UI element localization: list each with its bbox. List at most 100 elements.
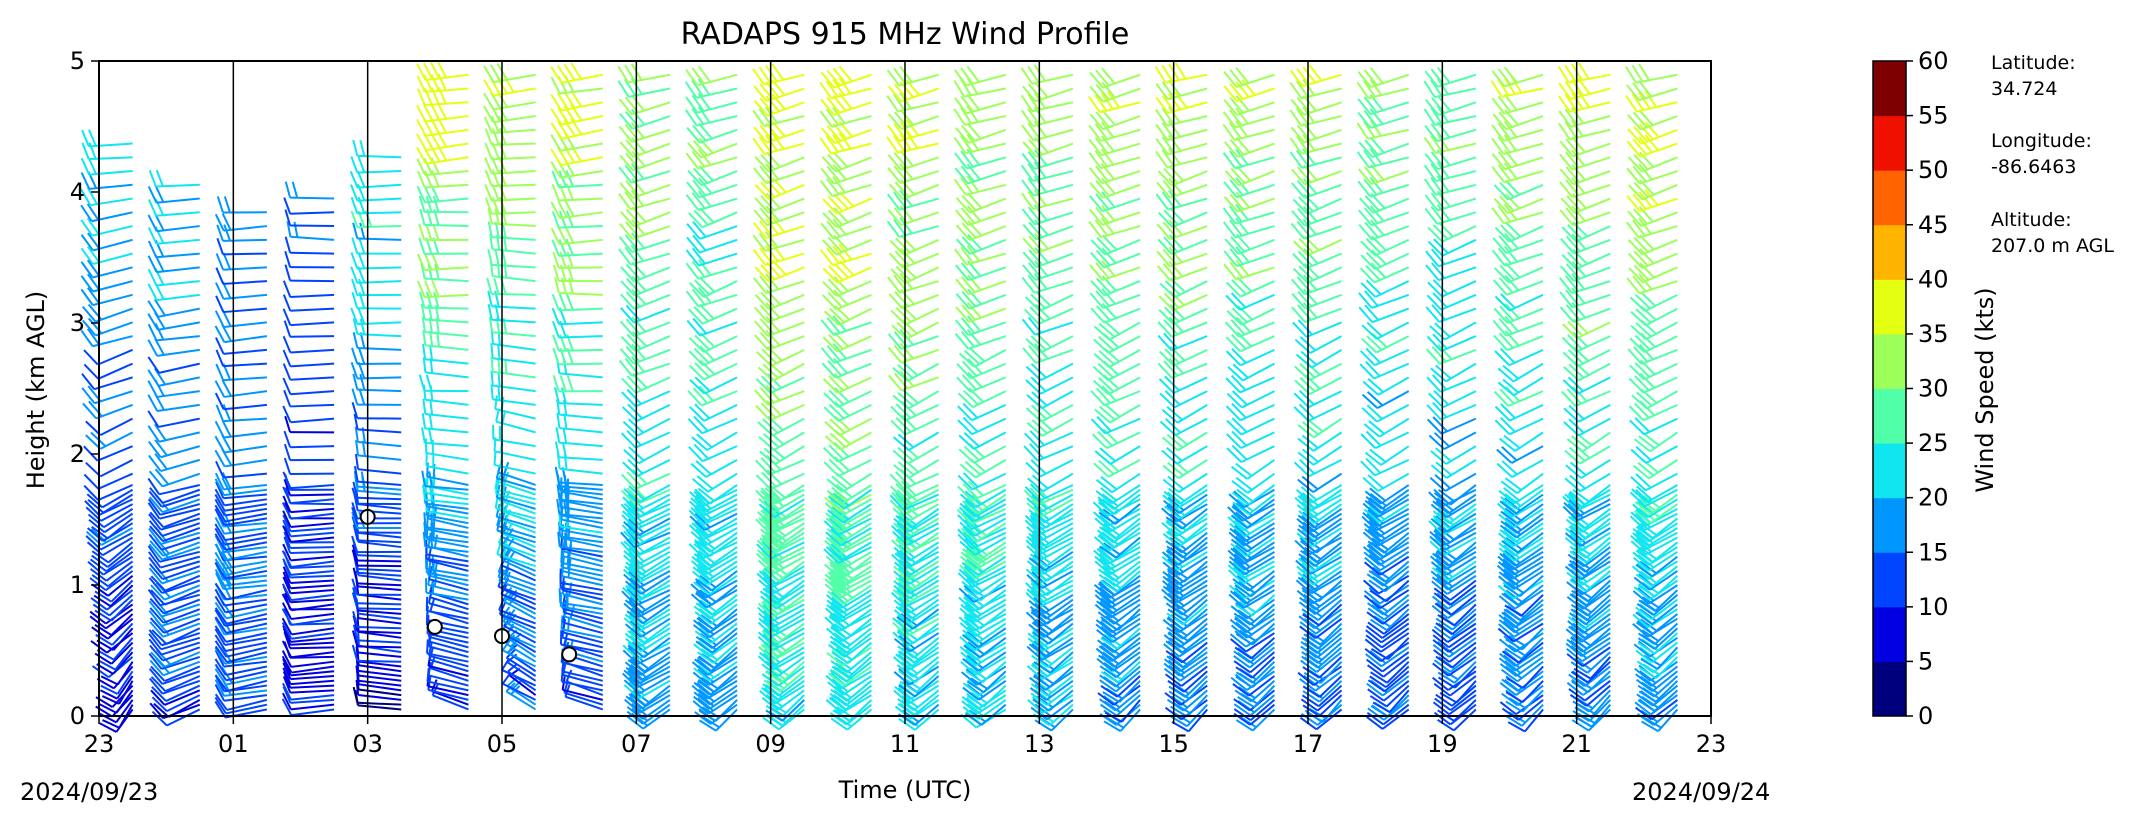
wind-barb-staff <box>424 441 469 448</box>
wind-barb-flag <box>430 74 440 92</box>
wind-barb <box>282 280 335 298</box>
wind-barb-staff <box>156 335 200 342</box>
wind-barb <box>151 684 201 702</box>
wind-barb-staff <box>357 280 402 284</box>
wind-barb-flag <box>497 344 501 360</box>
wind-barb-staff <box>290 522 335 529</box>
wind-barb-flag <box>281 640 292 658</box>
wind-barb-staff <box>290 224 335 228</box>
wind-barb-flag <box>214 551 226 570</box>
wind-barb-staff <box>357 183 402 189</box>
wind-barb <box>554 387 603 406</box>
wind-barb-staff <box>112 627 134 651</box>
wind-barb <box>1094 403 1141 424</box>
wind-barb <box>282 495 335 514</box>
wind-barb-staff <box>425 545 469 553</box>
wind-barb-flag <box>562 427 568 444</box>
wind-barb-flag <box>436 102 448 120</box>
wind-barb <box>100 670 134 695</box>
wind-barb <box>282 667 335 686</box>
wind-barb <box>283 197 335 215</box>
wind-barb-staff <box>425 371 469 379</box>
wind-barb <box>83 348 133 366</box>
wind-barb <box>89 570 134 591</box>
wind-barb-flag <box>359 373 366 391</box>
wind-barb <box>893 458 940 479</box>
wind-barb-flag <box>1023 445 1039 462</box>
wind-barb-staff <box>428 559 469 572</box>
wind-barb-staff <box>100 531 134 551</box>
wind-barb-flag <box>214 601 228 619</box>
wind-barb-flag <box>283 197 292 215</box>
wind-barb-flag <box>96 678 115 690</box>
wind-barb <box>283 389 335 408</box>
wind-barb-flag <box>149 607 165 624</box>
wind-barb <box>148 468 201 488</box>
wind-barb <box>215 460 268 479</box>
wind-barb-staff <box>290 569 335 576</box>
wind-barb-flag <box>215 267 225 285</box>
wind-barb <box>87 493 134 514</box>
wind-barb <box>351 401 402 420</box>
wind-barb <box>823 387 872 408</box>
wind-barb <box>214 392 268 411</box>
wind-barb-staff <box>156 293 200 302</box>
wind-barb-staff <box>155 183 200 188</box>
wind-barb <box>286 221 335 241</box>
wind-barb-staff <box>115 699 134 723</box>
wind-barb-flag <box>147 227 158 245</box>
wind-barb-flag <box>151 696 168 712</box>
wind-barb <box>887 163 939 185</box>
wind-barb-flag <box>215 337 225 355</box>
wind-barb <box>351 511 402 530</box>
wind-barb-staff <box>116 670 134 695</box>
wind-barb-flag <box>431 169 440 188</box>
wind-barb-flag <box>416 75 426 93</box>
wind-barb <box>824 429 872 451</box>
wind-barb-staff <box>107 541 134 564</box>
wind-barb-flag <box>150 651 166 668</box>
wind-barb-flag <box>1099 447 1116 462</box>
wind-barb-staff <box>357 568 402 572</box>
wind-barb <box>101 680 134 705</box>
wind-barb-staff <box>426 514 469 525</box>
wind-barb-flag <box>754 334 769 351</box>
wind-barb-flag <box>214 527 226 546</box>
wind-barb-flag <box>282 495 292 513</box>
wind-barb-staff <box>290 362 335 368</box>
wind-barb <box>352 373 402 393</box>
wind-barb <box>954 328 1007 350</box>
wind-barb-flag <box>437 73 447 91</box>
wind-barb-staff <box>101 488 134 509</box>
wind-barb-flag <box>417 280 426 298</box>
wind-barb-flag <box>565 293 574 311</box>
wind-barb-flag <box>89 577 107 591</box>
wind-barb-staff <box>117 661 134 686</box>
wind-barb-flag <box>89 615 107 630</box>
wind-barb-staff <box>357 651 402 658</box>
wind-barb-flag <box>350 156 359 173</box>
wind-barb-flag <box>429 399 434 415</box>
wind-barb-flag <box>283 430 292 448</box>
wind-barb-flag <box>214 674 228 692</box>
wind-barb-flag <box>429 61 441 79</box>
wind-barb-flag <box>352 222 359 239</box>
wind-barb-staff <box>166 694 201 713</box>
wind-barb-flag <box>223 196 231 213</box>
wind-barb-flag <box>150 575 166 592</box>
wind-barb-flag <box>154 323 165 341</box>
wind-barb <box>754 177 805 201</box>
wind-barb-staff <box>223 660 268 668</box>
wind-barb-staff <box>88 170 133 176</box>
wind-barb-staff <box>161 612 201 627</box>
wind-barb <box>100 661 134 686</box>
wind-barb-flag <box>352 373 359 390</box>
wind-barb-flag <box>1093 462 1110 478</box>
wind-barb-flag <box>427 661 432 676</box>
wind-barb-flag <box>214 523 226 541</box>
wind-barb-flag <box>283 536 292 554</box>
wind-barb <box>1025 401 1074 423</box>
wind-barb-flag <box>147 425 161 443</box>
wind-barb-staff <box>425 502 469 510</box>
wind-barb-staff <box>429 658 469 673</box>
